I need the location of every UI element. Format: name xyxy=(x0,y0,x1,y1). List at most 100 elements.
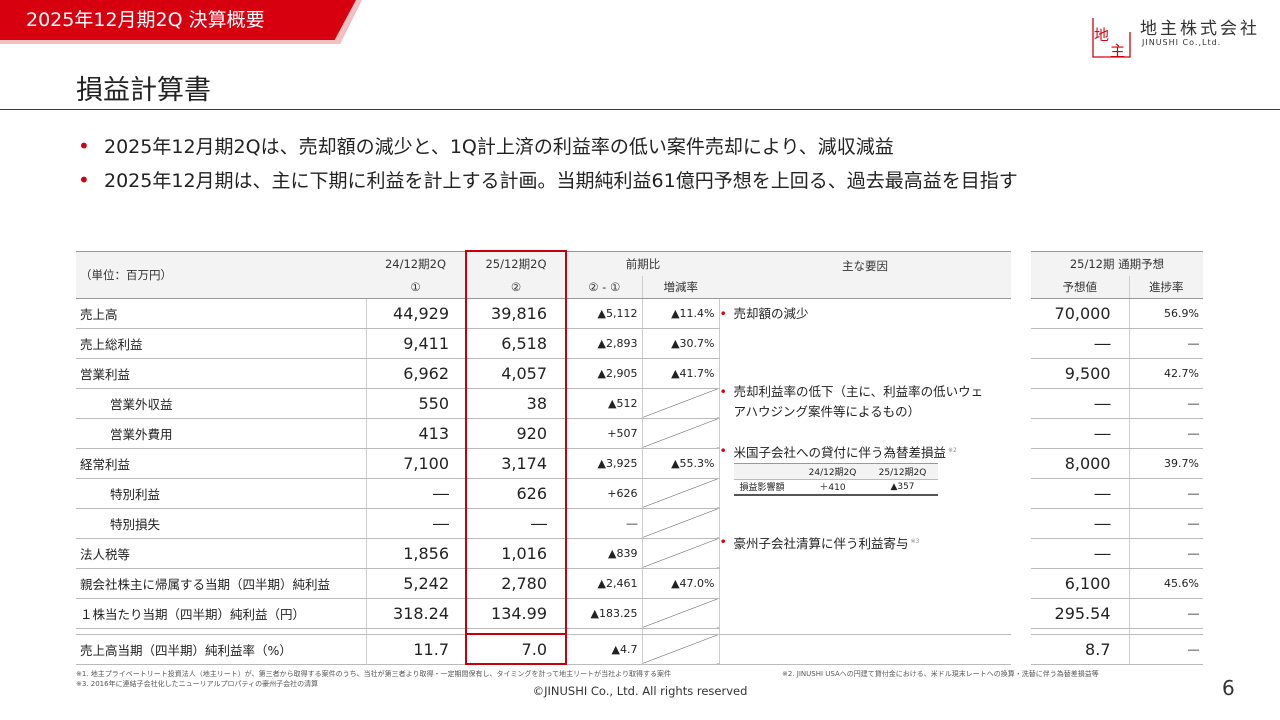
bullet-dot-icon: • xyxy=(719,533,727,549)
table-row: 親会社株主に帰属する当期（四半期）純利益 5,242 2,780 ▲2,461 … xyxy=(76,568,1203,599)
page-number: 6 xyxy=(1222,676,1235,700)
progress-value: ― xyxy=(1128,328,1203,359)
table-row: 特別利益 ― 626 +626 ― ― xyxy=(76,478,1203,509)
rate-empty xyxy=(641,598,720,629)
mini-value: ▲357 xyxy=(867,479,938,496)
curr-value: 3,174 xyxy=(465,448,567,479)
row-label: 特別利益 xyxy=(76,478,366,509)
forecast-value: 8,000 xyxy=(1031,448,1129,479)
income-statement-table: （単位：百万円） 24/12期2Q 25/12期2Q 前期比 主な要因 25/1… xyxy=(76,250,1203,665)
progress-value: ― xyxy=(1128,538,1203,569)
prev-value: 11.7 xyxy=(365,634,467,665)
diff-value: ▲3,925 xyxy=(566,448,642,479)
curr-value: 4,057 xyxy=(465,358,567,389)
rate-value: ▲55.3% xyxy=(641,448,720,479)
progress-value: ― xyxy=(1128,508,1203,539)
logo-en: JINUSHI Co.,Ltd. xyxy=(1142,38,1222,47)
curr-value: 1,016 xyxy=(465,538,567,569)
bullet-dot-icon: • xyxy=(719,442,727,458)
col-prev-mark: ① xyxy=(366,276,466,299)
curr-value: 7.0 xyxy=(465,633,567,665)
col-curr: 25/12期2Q xyxy=(465,250,567,276)
factor-text: アハウジング案件等によるもの） xyxy=(733,403,921,419)
diff-value: ▲839 xyxy=(566,538,642,569)
table-row: 経常利益 7,100 3,174 ▲3,925 ▲55.3% 8,000 39.… xyxy=(76,448,1203,479)
factor-item: • 豪州子会社清算に伴う利益寄与 ※3 xyxy=(720,532,920,554)
curr-value: 2,780 xyxy=(465,568,567,599)
footnote-ref: ※2 xyxy=(948,446,957,454)
unit-label: （単位：百万円） xyxy=(76,250,366,299)
col-prev: 24/12期2Q xyxy=(366,250,466,276)
prev-value: 318.24 xyxy=(365,598,467,629)
progress-value: 42.7% xyxy=(1128,358,1203,389)
copyright: ©JINUSHI Co., Ltd. All rights reserved xyxy=(532,684,748,698)
forecast-value: 70,000 xyxy=(1031,298,1129,329)
rate-empty xyxy=(641,508,720,539)
bullet-dot-icon: • xyxy=(719,383,727,399)
col-rate: 増減率 xyxy=(641,276,719,299)
prev-value: 9,411 xyxy=(365,328,467,359)
row-label: 営業外費用 xyxy=(76,418,366,449)
rate-value: ▲47.0% xyxy=(641,568,720,599)
progress-value: ― xyxy=(1128,388,1203,419)
row-label: １株当たり当期（四半期）純利益（円） xyxy=(76,598,366,629)
bullet-text: 2025年12月期2Qは、売却額の減少と、1Q計上済の利益率の低い案件売却により… xyxy=(104,136,894,158)
rate-empty xyxy=(641,388,720,419)
diff-value: ▲183.25 xyxy=(566,598,642,629)
prev-value: 5,242 xyxy=(365,568,467,599)
mini-col-header: 24/12期2Q xyxy=(797,462,868,480)
table-separator xyxy=(76,628,1203,635)
curr-value: 39,816 xyxy=(465,298,567,329)
row-label: 経常利益 xyxy=(76,448,366,479)
mini-value: ＋410 xyxy=(797,479,868,496)
curr-value: 920 xyxy=(465,418,567,449)
table-row: １株当たり当期（四半期）純利益（円） 318.24 134.99 ▲183.25… xyxy=(76,598,1203,629)
footnote-2: ※2. JINUSHI USAへの円建て貸付金における、米ドル現末レートへの換算… xyxy=(782,670,1099,678)
bullet-dot-icon: • xyxy=(78,134,90,158)
curr-value: 134.99 xyxy=(465,598,567,629)
forecast-value: 295.54 xyxy=(1031,598,1129,629)
factors-empty xyxy=(719,634,1011,665)
table-row: 営業外収益 550 38 ▲512 ― ― xyxy=(76,388,1203,419)
fx-impact-table: 24/12期2Q 25/12期2Q 損益影響額 ＋410 ▲357 xyxy=(733,462,938,496)
table-row: 特別損失 ― ― ― ― ― xyxy=(76,508,1203,539)
mini-row-label: 損益影響額 xyxy=(733,479,798,496)
bullet-dot-icon: • xyxy=(719,305,727,321)
col-yoy: 前期比 xyxy=(566,250,719,276)
footnote-3: ※3. 2016年に連結子会社化したニューリアルプロパティの豪州子会社の清算 xyxy=(76,680,319,688)
summary-bullet: • 2025年12月期は、主に下期に利益を計上する計画。当期純利益61億円予想を上… xyxy=(76,169,1196,192)
logo-mark-bottom: 主 xyxy=(1110,42,1125,60)
rate-value: ▲41.7% xyxy=(641,358,720,389)
forecast-value: ― xyxy=(1031,508,1129,539)
forecast-value: ― xyxy=(1031,418,1129,449)
forecast-value: ― xyxy=(1031,328,1129,359)
forecast-value: 8.7 xyxy=(1031,634,1129,665)
table-row: 営業外費用 413 920 +507 ― ― xyxy=(76,418,1203,449)
progress-value: 56.9% xyxy=(1128,298,1203,329)
row-label: 売上総利益 xyxy=(76,328,366,359)
diff-value: ▲4.7 xyxy=(566,634,642,665)
diff-value: ▲2,893 xyxy=(566,328,642,359)
col-diff: ② - ① xyxy=(566,276,642,299)
progress-value: ― xyxy=(1128,598,1203,629)
prev-value: 413 xyxy=(365,418,467,449)
prev-value: ― xyxy=(365,508,467,539)
logo-mark-top: 地 xyxy=(1094,26,1109,44)
forecast-value: ― xyxy=(1031,478,1129,509)
progress-value: 45.6% xyxy=(1128,568,1203,599)
factor-item: • 米国子会社への貸付に伴う為替差損益 ※2 xyxy=(720,441,957,463)
factor-item-cont: アハウジング案件等によるもの） xyxy=(734,402,921,422)
factors-cell: • 売却額の減少 • 売却利益率の低下（主に、利益率の低いウェ アハウジング案件等に… xyxy=(719,298,1011,628)
prev-value: 7,100 xyxy=(365,448,467,479)
forecast-value: 6,100 xyxy=(1031,568,1129,599)
curr-value: 626 xyxy=(465,478,567,509)
curr-value: ― xyxy=(465,508,567,539)
col-progress: 進捗率 xyxy=(1128,276,1203,299)
factor-item: • 売却額の減少 xyxy=(720,304,809,324)
footnote-1: ※1. 地主プライベートリート投資法人（地主リート）が、第三者から取得する案件の… xyxy=(76,670,671,678)
table-row: 法人税等 1,856 1,016 ▲839 ― ― xyxy=(76,538,1203,569)
factor-item: • 売却利益率の低下（主に、利益率の低いウェ xyxy=(720,382,984,402)
progress-value: ― xyxy=(1128,634,1203,665)
mini-col-header: 25/12期2Q xyxy=(867,462,938,480)
title-divider xyxy=(0,109,1280,110)
